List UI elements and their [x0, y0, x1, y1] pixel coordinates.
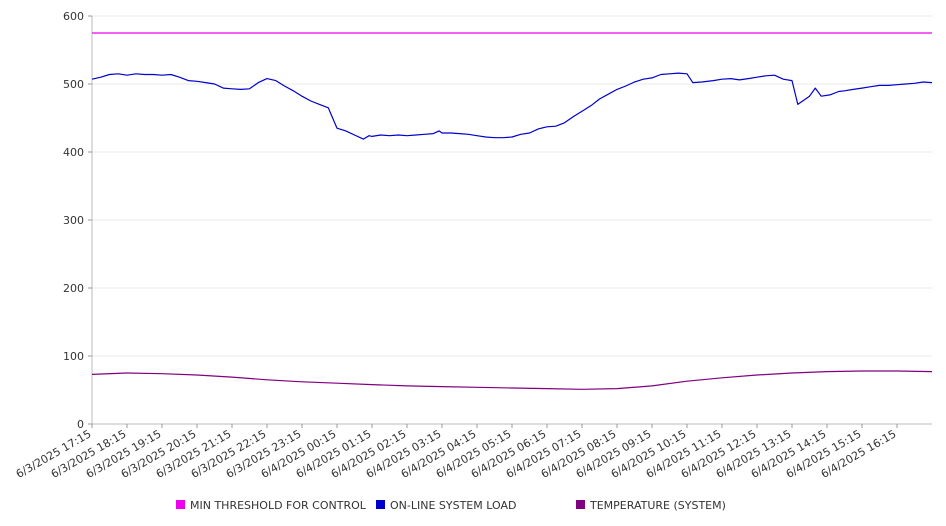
y-tick-label: 500: [63, 78, 84, 91]
y-tick-label: 300: [63, 214, 84, 227]
legend-label: TEMPERATURE (SYSTEM): [589, 499, 726, 512]
series-line-2: [91, 370, 933, 390]
y-tick-label: 0: [77, 418, 84, 431]
legend-swatch: [176, 500, 185, 509]
legend-swatch: [576, 500, 585, 509]
y-tick-label: 400: [63, 146, 84, 159]
legend-label: MIN THRESHOLD FOR CONTROL: [190, 499, 367, 512]
y-tick-label: 100: [63, 350, 84, 363]
legend: MIN THRESHOLD FOR CONTROL ON-LINE SYSTEM …: [176, 499, 726, 512]
y-axis-ticks: 0 100 200 300 400 500 600: [63, 10, 92, 431]
legend-swatch: [376, 500, 385, 509]
series-line-1: [91, 72, 933, 140]
gridlines: [92, 15, 932, 357]
x-axis-ticks: 6/3/2025 17:156/3/2025 18:156/3/2025 19:…: [14, 424, 899, 481]
series-lines: [91, 32, 933, 390]
y-tick-label: 200: [63, 282, 84, 295]
legend-label: ON-LINE SYSTEM LOAD: [390, 499, 516, 512]
y-tick-label: 600: [63, 10, 84, 23]
